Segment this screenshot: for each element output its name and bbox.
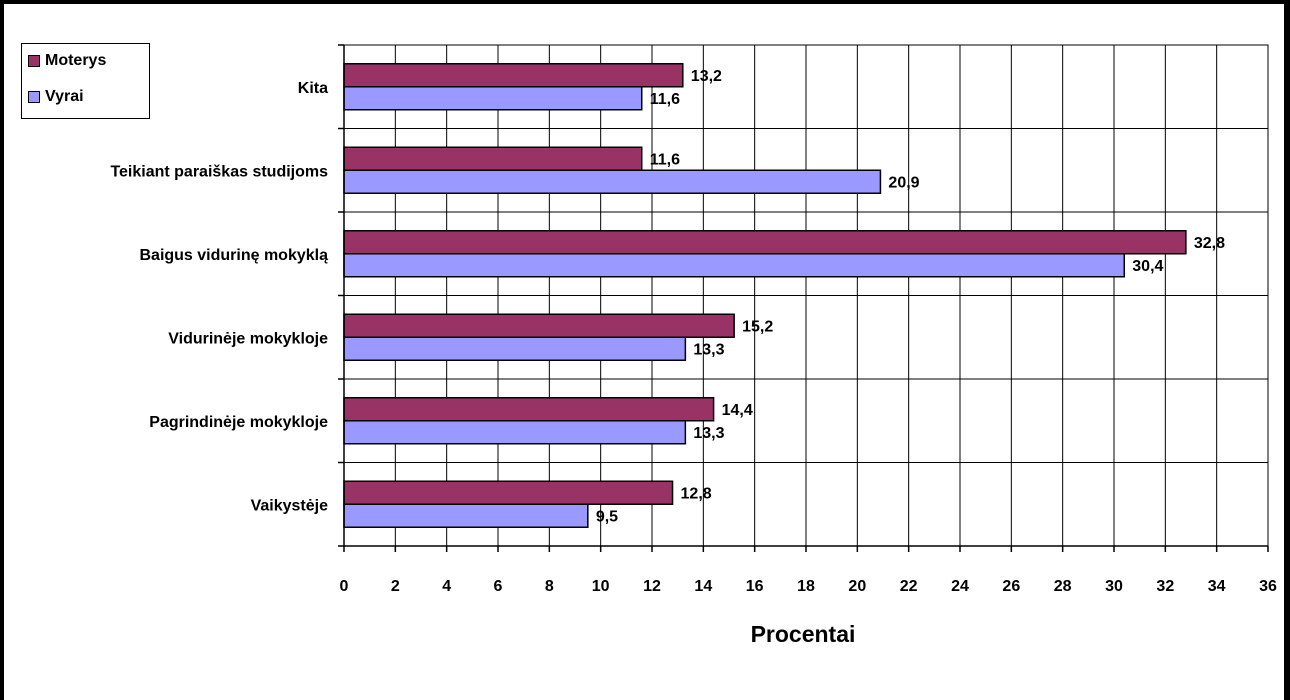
data-label: 32,8: [1194, 235, 1225, 252]
category-label: Baigus vidurinę mokyklą: [139, 247, 328, 264]
x-tick-label: 8: [545, 578, 554, 595]
x-tick-label: 14: [694, 578, 712, 595]
data-label: 14,4: [722, 402, 753, 419]
x-tick-label: 20: [848, 578, 866, 595]
x-tick-label: 0: [340, 578, 349, 595]
x-tick-label: 36: [1259, 578, 1277, 595]
category-label: Kita: [298, 80, 328, 97]
legend-item-moterys: Moterys: [28, 50, 106, 72]
x-tick-label: 18: [797, 578, 815, 595]
data-label: 13,2: [691, 68, 722, 85]
legend-swatch-vyrai: [28, 91, 40, 103]
x-tick-label: 12: [643, 578, 661, 595]
x-tick-label: 26: [1002, 578, 1020, 595]
x-tick-label: 24: [951, 578, 969, 595]
legend-item-vyrai: Vyrai: [28, 86, 84, 108]
axis-layer: 0 2 4 6 8 10 12 14 16 18 20 22 24 26 28 30 32 34 36: [338, 44, 1277, 595]
bar-vyrai: [343, 336, 687, 361]
bar-moterys: [343, 63, 684, 88]
category-label: Vidurinėje mokykloje: [168, 330, 328, 347]
legend-label-moterys: Moterys: [45, 52, 107, 69]
legend: Moterys Vyrai: [21, 43, 150, 119]
x-axis-title: Procentai: [751, 621, 856, 647]
data-label: 15,2: [742, 318, 773, 335]
data-label: 13,3: [693, 341, 724, 358]
x-tick-label: 16: [746, 578, 764, 595]
bar-vyrai: [343, 420, 687, 445]
data-label: 11,6: [650, 91, 680, 108]
x-tick-label: 4: [442, 578, 451, 595]
category-label: Teikiant paraiškas studijoms: [110, 163, 328, 180]
x-tick-label: 2: [391, 578, 400, 595]
category-label: Pagrindinėje mokykloje: [149, 414, 328, 431]
bar-moterys: [343, 146, 643, 171]
data-label: 9,5: [596, 508, 618, 525]
labels-layer: Kita 13,2 11,6 Teikiant paraiškas studijoms…: [110, 68, 1225, 526]
data-label: 12,8: [681, 485, 712, 502]
bar-vyrai: [343, 169, 882, 194]
data-label: 11,6: [650, 151, 680, 168]
bar-vyrai: [343, 503, 589, 528]
data-label: 20,9: [888, 174, 919, 191]
legend-swatch-moterys: [28, 55, 40, 67]
x-tick-label: 28: [1054, 578, 1072, 595]
bars-layer: [343, 63, 1187, 528]
bar-moterys: [343, 230, 1187, 255]
bar-vyrai: [343, 253, 1126, 278]
bar-vyrai: [343, 86, 643, 111]
grid-layer: [343, 44, 1269, 547]
bar-moterys: [343, 397, 715, 422]
x-tick-label: 6: [494, 578, 503, 595]
bar-moterys: [343, 313, 735, 338]
category-label: Vaikystėje: [251, 497, 329, 514]
data-label: 13,3: [693, 425, 724, 442]
bar-moterys: [343, 480, 674, 505]
x-tick-label: 10: [592, 578, 610, 595]
x-tick-label: 22: [900, 578, 918, 595]
data-label: 30,4: [1132, 258, 1163, 275]
legend-label-vyrai: Vyrai: [45, 88, 84, 105]
x-tick-label: 32: [1156, 578, 1174, 595]
x-tick-label: 34: [1208, 578, 1226, 595]
x-tick-label: 30: [1105, 578, 1123, 595]
